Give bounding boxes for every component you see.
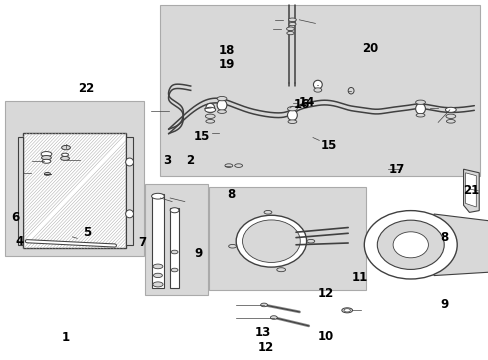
Ellipse shape	[287, 120, 296, 123]
Ellipse shape	[270, 316, 277, 319]
Text: 9: 9	[439, 298, 447, 311]
Ellipse shape	[171, 250, 178, 254]
Bar	[151, 194, 164, 288]
Text: 22: 22	[78, 82, 94, 95]
Ellipse shape	[445, 107, 455, 112]
Ellipse shape	[276, 268, 285, 272]
Bar	[18, 137, 23, 245]
Ellipse shape	[153, 264, 163, 269]
Polygon shape	[463, 169, 478, 212]
Ellipse shape	[341, 308, 352, 313]
Text: 12: 12	[257, 341, 273, 354]
Text: 13: 13	[255, 327, 271, 339]
Text: 2: 2	[185, 154, 194, 167]
Text: 15: 15	[194, 130, 210, 143]
Ellipse shape	[205, 120, 214, 123]
Circle shape	[242, 220, 300, 262]
Ellipse shape	[286, 32, 294, 35]
Ellipse shape	[217, 96, 226, 101]
Text: 3: 3	[163, 154, 171, 167]
Circle shape	[392, 232, 427, 258]
Ellipse shape	[445, 114, 455, 118]
Text: 6: 6	[11, 211, 20, 224]
Text: 4: 4	[15, 235, 23, 248]
Ellipse shape	[61, 153, 68, 156]
Ellipse shape	[205, 103, 214, 113]
Ellipse shape	[415, 103, 425, 114]
Text: 20: 20	[361, 42, 377, 55]
Ellipse shape	[264, 211, 271, 214]
Ellipse shape	[44, 172, 50, 175]
Text: 19: 19	[218, 58, 234, 71]
Ellipse shape	[288, 18, 296, 22]
Ellipse shape	[228, 244, 236, 248]
Ellipse shape	[313, 88, 321, 92]
Ellipse shape	[306, 239, 314, 243]
Ellipse shape	[234, 164, 242, 167]
Text: 12: 12	[317, 287, 333, 300]
Ellipse shape	[217, 100, 226, 111]
Circle shape	[377, 220, 443, 269]
Ellipse shape	[61, 145, 70, 150]
Ellipse shape	[153, 273, 162, 278]
Bar	[126, 137, 133, 245]
Bar	[23, 133, 126, 248]
Bar	[170, 208, 179, 288]
Bar	[209, 187, 365, 290]
Ellipse shape	[205, 114, 215, 118]
Ellipse shape	[224, 164, 232, 167]
Ellipse shape	[170, 208, 179, 213]
Ellipse shape	[204, 107, 215, 112]
Ellipse shape	[446, 120, 454, 123]
Text: 9: 9	[194, 247, 203, 260]
Ellipse shape	[288, 23, 296, 26]
Text: 1: 1	[62, 331, 70, 344]
Circle shape	[236, 215, 306, 267]
Text: 15: 15	[320, 139, 336, 152]
Ellipse shape	[260, 303, 267, 307]
Ellipse shape	[61, 156, 69, 161]
Polygon shape	[433, 214, 488, 276]
Ellipse shape	[415, 100, 425, 104]
Text: 18: 18	[218, 44, 234, 57]
Ellipse shape	[153, 282, 163, 287]
Ellipse shape	[41, 152, 52, 157]
Text: 16: 16	[293, 98, 309, 111]
Text: 11: 11	[351, 271, 367, 284]
Ellipse shape	[344, 309, 349, 312]
Bar	[160, 5, 479, 176]
Text: 8: 8	[227, 188, 235, 201]
Ellipse shape	[151, 193, 164, 199]
Text: 5: 5	[83, 226, 91, 239]
Bar	[5, 101, 144, 256]
Polygon shape	[465, 173, 475, 207]
Ellipse shape	[287, 107, 297, 111]
Ellipse shape	[42, 159, 51, 163]
Ellipse shape	[347, 87, 353, 94]
Text: 17: 17	[388, 163, 404, 176]
Ellipse shape	[415, 113, 424, 117]
Text: 8: 8	[439, 231, 447, 244]
Ellipse shape	[41, 156, 51, 160]
Ellipse shape	[217, 110, 226, 113]
Bar	[144, 184, 208, 295]
Ellipse shape	[287, 110, 297, 121]
Ellipse shape	[125, 158, 133, 166]
Text: 7: 7	[138, 237, 146, 249]
Ellipse shape	[313, 80, 322, 89]
Text: 21: 21	[462, 184, 478, 197]
Ellipse shape	[125, 210, 133, 218]
Circle shape	[364, 211, 456, 279]
Text: 10: 10	[317, 330, 333, 343]
Text: 14: 14	[298, 96, 314, 109]
Ellipse shape	[171, 268, 178, 272]
Ellipse shape	[286, 27, 294, 31]
